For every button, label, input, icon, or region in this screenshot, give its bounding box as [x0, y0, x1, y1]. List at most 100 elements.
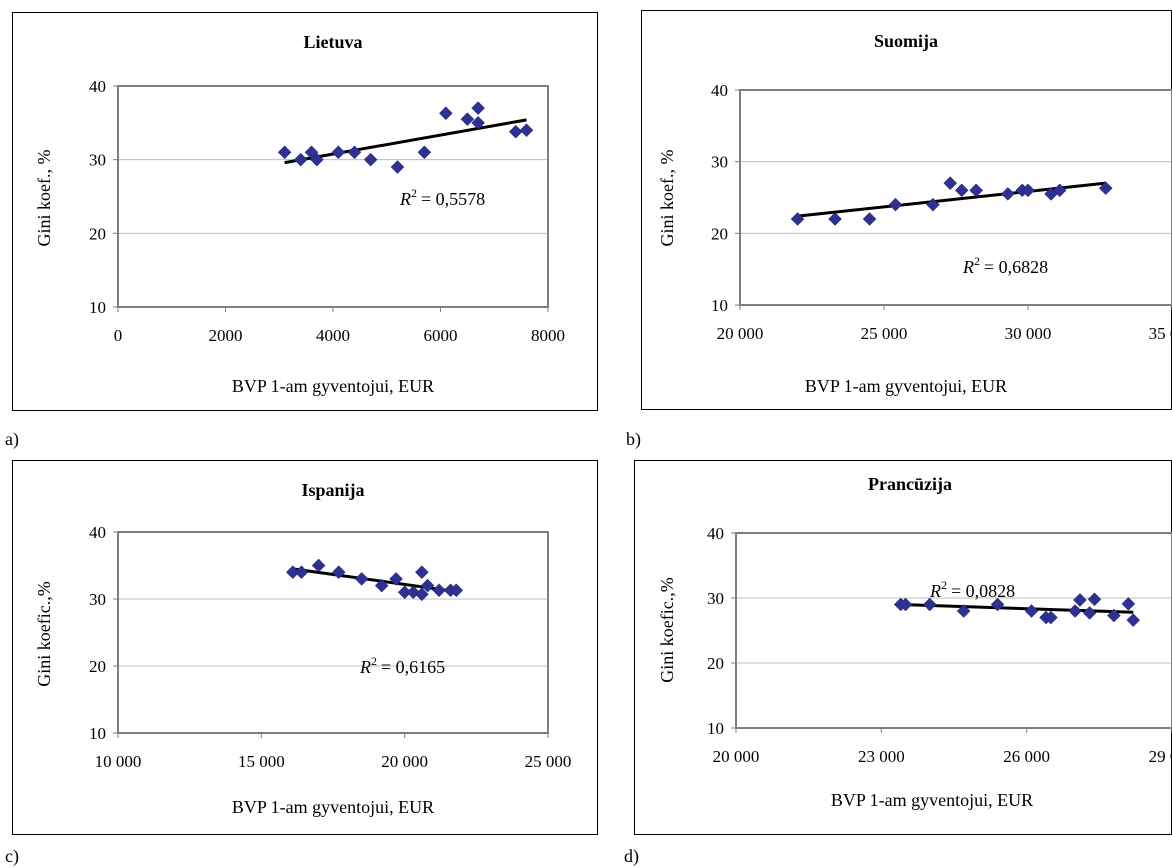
data-point	[888, 197, 903, 212]
data-point	[1087, 592, 1102, 607]
y-tick-label: 40	[89, 523, 106, 542]
chart-panel-1: 10 20 30 40 0 2000 4000 6000 8000 Lietuva Gini koe…	[12, 12, 598, 411]
r-squared-value: = 0,0828	[951, 581, 1015, 601]
y-tick-label: 30	[89, 151, 106, 170]
data-point	[862, 212, 877, 226]
data-point	[926, 197, 940, 212]
data-point	[390, 160, 405, 174]
chart-title: Suomija	[874, 31, 938, 51]
x-tick-label: 25 000	[525, 752, 572, 771]
x-tick-label: 6000	[424, 326, 458, 345]
data-point	[294, 565, 309, 580]
data-point	[460, 112, 475, 127]
x-tick-label: 29 000	[1149, 747, 1172, 766]
chart-frame	[641, 10, 1172, 410]
chart-panel-4: 10 20 30 40 20 000 23 000 26 000 29 000 Prancūzi…	[634, 460, 1172, 835]
y-tick-label: 30	[711, 153, 728, 172]
trendline	[284, 118, 527, 165]
y-tick-label: 20	[707, 654, 724, 673]
panel-letter: a)	[5, 429, 19, 450]
data-point	[508, 124, 523, 139]
data-point	[954, 183, 969, 198]
y-tick-label: 10	[89, 724, 106, 743]
y-tick-label: 10	[707, 719, 724, 738]
y-tick-label: 40	[89, 77, 106, 96]
x-tick-label: 0	[114, 326, 123, 345]
data-point	[922, 597, 937, 612]
data-point	[311, 558, 326, 573]
x-tick-label: 15 000	[238, 752, 285, 771]
r-squared-superscript: 2	[371, 654, 377, 668]
trendline	[797, 181, 1106, 218]
data-point	[956, 604, 971, 618]
data-point	[439, 106, 453, 121]
chart-panel-2: 10 20 30 40 20 000 25 000 30 000 35 000 Suomija G…	[641, 10, 1172, 410]
x-tick-label: 2000	[209, 326, 243, 345]
r-squared-symbol: R	[962, 257, 974, 277]
data-point	[331, 145, 346, 160]
data-point	[1126, 613, 1141, 627]
data-point	[1024, 604, 1039, 618]
data-point	[420, 578, 435, 593]
data-point	[354, 572, 369, 586]
data-point	[277, 145, 292, 160]
y-tick-label: 20	[89, 657, 106, 676]
y-axis-label: Gini koef., %	[34, 150, 54, 247]
y-tick-label: 10	[711, 296, 728, 315]
chart-title: Prancūzija	[868, 474, 952, 494]
x-tick-label: 8000	[531, 326, 565, 345]
data-point	[1068, 604, 1082, 618]
panel-letter: b)	[626, 429, 641, 450]
y-axis-label: Gini koefic.,%	[34, 581, 54, 686]
x-axis-label: BVP 1-am gyventojui, EUR	[232, 797, 434, 817]
plot-area	[739, 89, 1172, 306]
r-squared-label: R2 = 0,0828	[929, 578, 1015, 601]
data-point	[1082, 606, 1097, 620]
data-point	[389, 572, 403, 586]
r-squared-value: = 0,5578	[421, 189, 485, 209]
plot-area	[117, 531, 549, 734]
data-point	[347, 145, 362, 160]
data-point	[415, 587, 429, 602]
y-tick-label: 30	[89, 590, 106, 609]
data-point	[374, 578, 389, 593]
x-tick-label: 4000	[316, 326, 350, 345]
data-point	[331, 565, 346, 580]
x-axis-label: BVP 1-am gyventojui, EUR	[232, 376, 434, 396]
y-tick-label: 10	[89, 298, 106, 317]
data-point	[449, 583, 464, 598]
data-point	[415, 565, 429, 580]
r-squared-label: R2 = 0,6828	[962, 254, 1048, 277]
data-point	[417, 145, 432, 160]
data-point	[471, 101, 485, 115]
chart-frame	[12, 460, 598, 835]
data-point	[310, 152, 324, 167]
data-point	[1021, 183, 1035, 198]
x-tick-label: 10 000	[95, 752, 142, 771]
y-tick-label: 40	[711, 81, 728, 100]
data-point	[293, 152, 308, 167]
x-tick-label: 25 000	[861, 324, 908, 343]
x-tick-label: 30 000	[1005, 324, 1052, 343]
data-point	[1107, 608, 1121, 623]
y-tick-label: 20	[89, 224, 106, 243]
r-squared-value: = 0,6165	[381, 657, 445, 677]
y-axis-label: Gini koefic.,%	[657, 577, 677, 682]
data-point	[1044, 610, 1058, 625]
x-tick-label: 26 000	[1003, 747, 1050, 766]
data-point	[990, 597, 1005, 612]
panel-letter: c)	[5, 846, 19, 867]
x-tick-label: 20 000	[713, 747, 760, 766]
chart-title: Lietuva	[303, 32, 362, 52]
data-point	[1052, 183, 1067, 198]
data-point	[943, 176, 958, 191]
x-tick-label: 23 000	[858, 747, 905, 766]
r-squared-symbol: R	[359, 657, 371, 677]
r-squared-symbol: R	[399, 189, 411, 209]
r-squared-label: R2 = 0,5578	[399, 186, 485, 209]
chart-panel-3: 10 20 30 40 10 000 15 000 20 000 25 000 Ispanija…	[12, 460, 598, 835]
x-tick-label: 20 000	[717, 324, 764, 343]
r-squared-superscript: 2	[974, 254, 980, 268]
data-point	[1000, 187, 1015, 201]
